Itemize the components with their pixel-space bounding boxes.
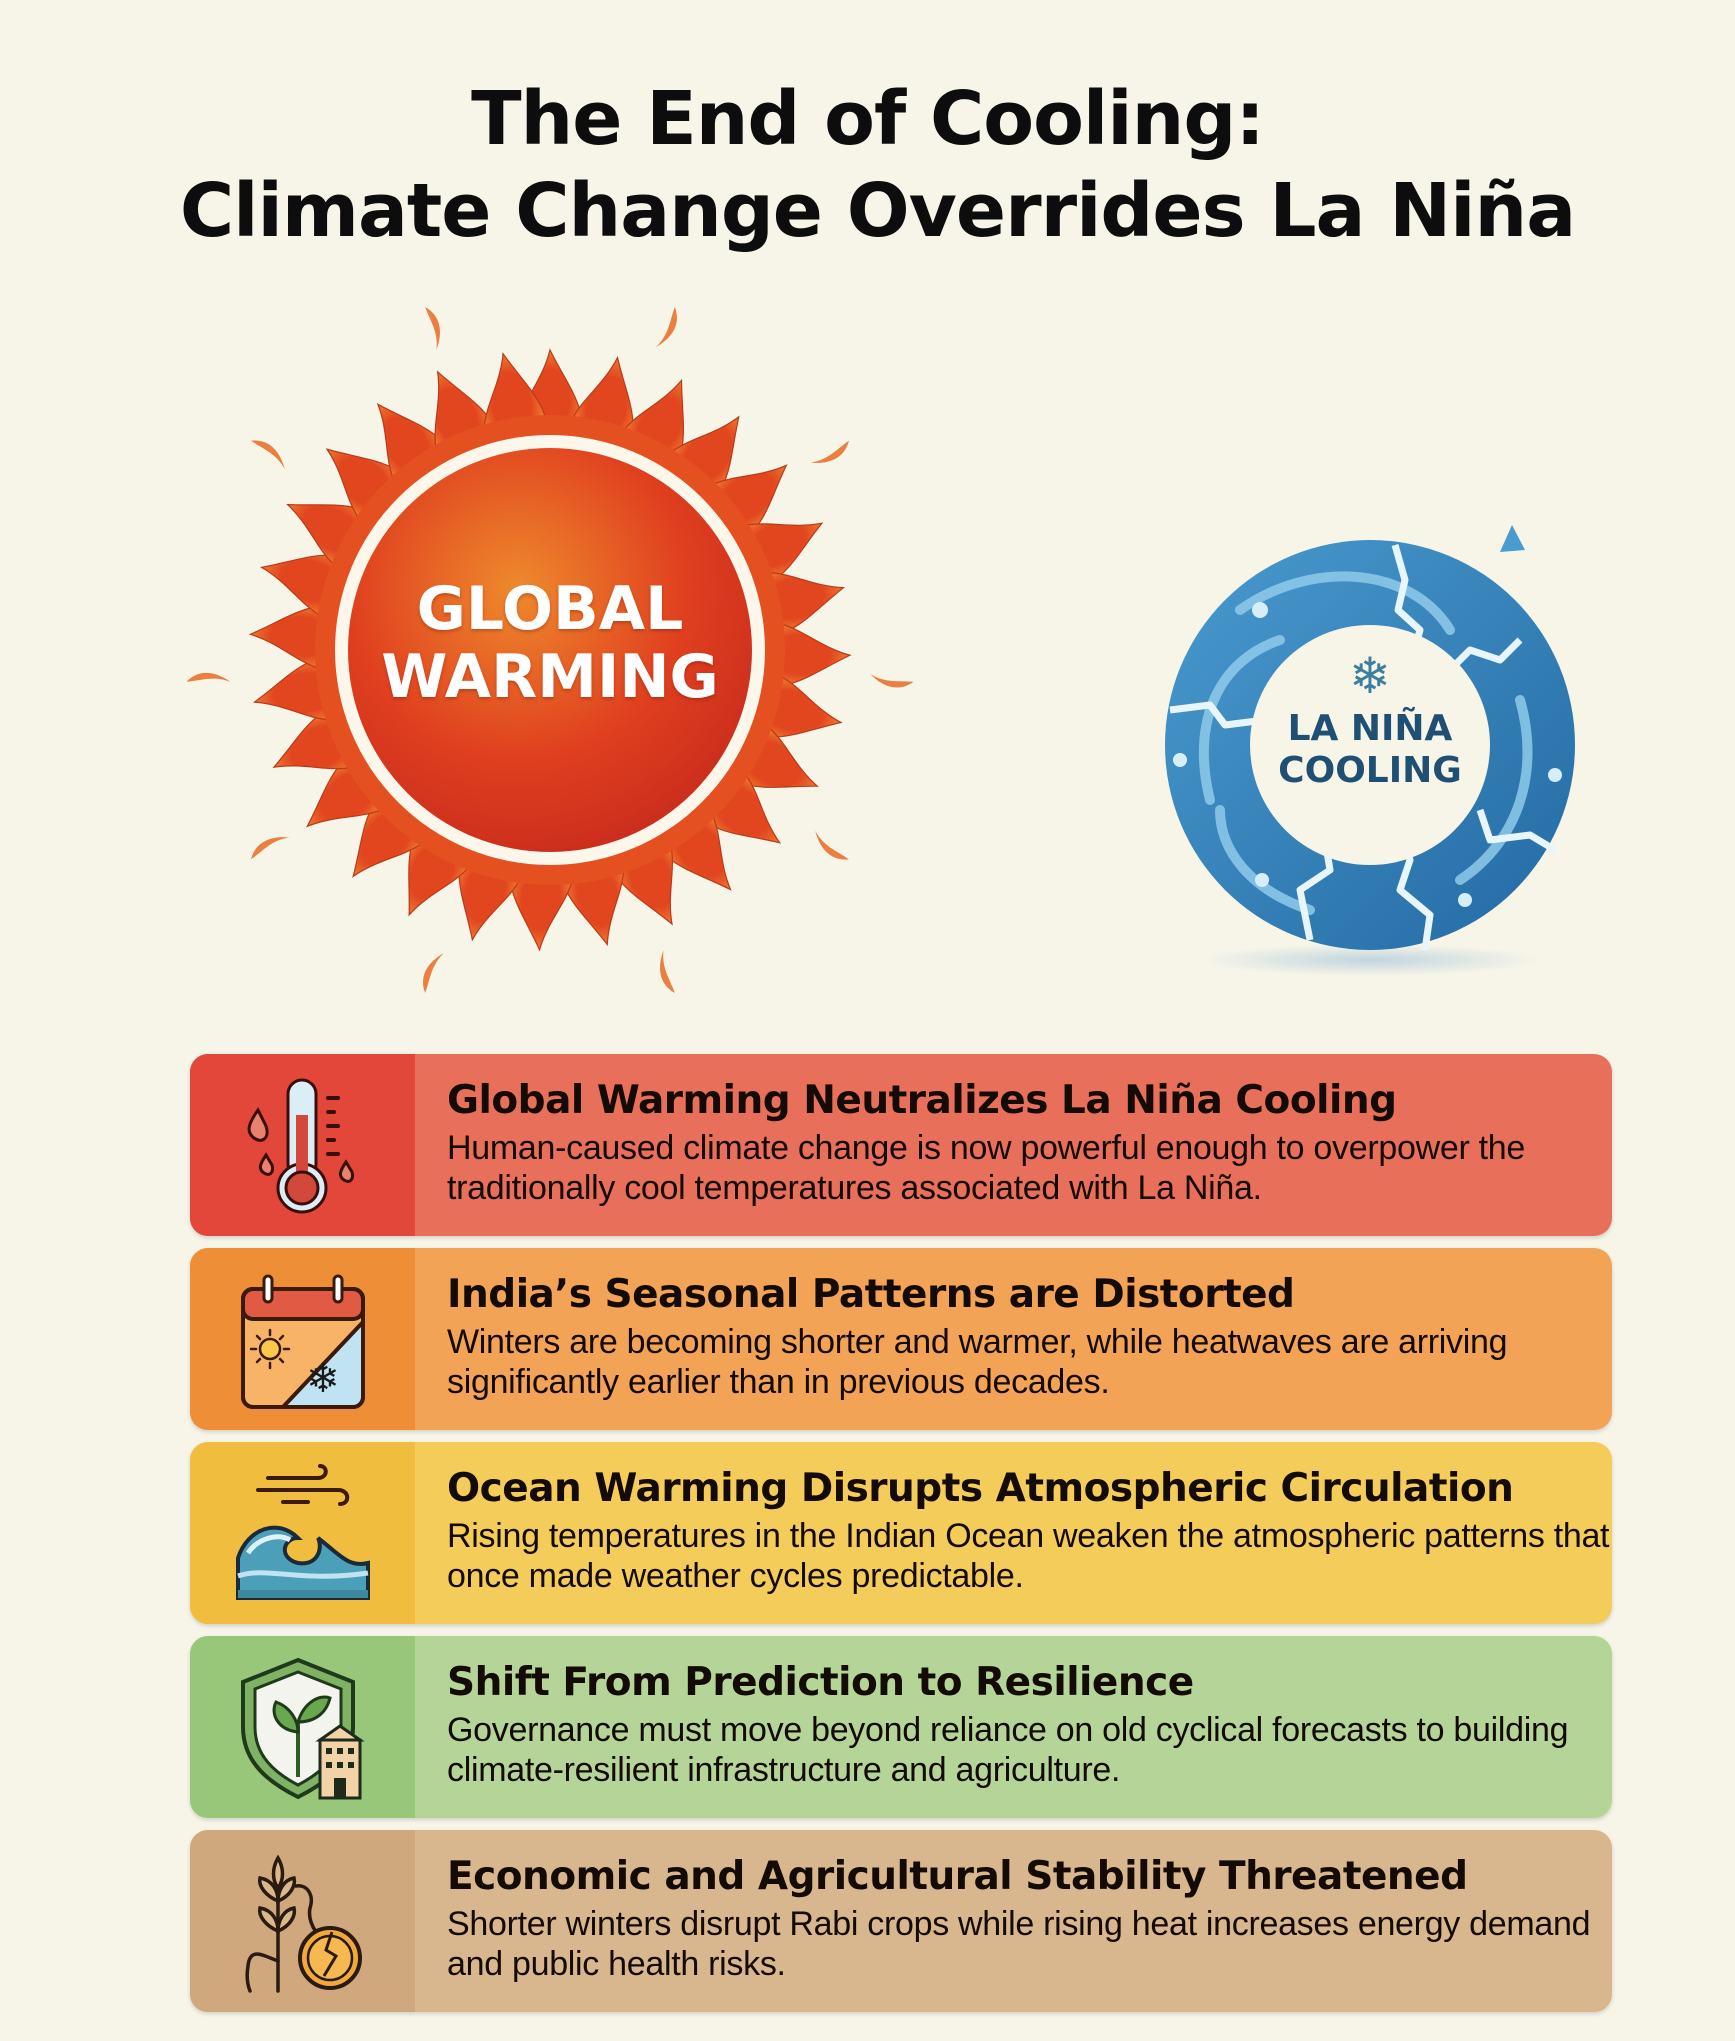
la-nina-label-group: ❄ LA NIÑA COOLING <box>1150 650 1590 792</box>
card-text: Shift From Prediction to Resilience Gove… <box>415 1636 1612 1818</box>
card-body: Rising temperatures in the Indian Ocean … <box>447 1517 1610 1595</box>
card-body: Winters are becoming shorter and warmer,… <box>447 1323 1508 1401</box>
info-card-economic-stability: Economic and Agricultural Stability Thre… <box>190 1830 1612 2012</box>
info-card-global-warming: Global Warming Neutralizes La Niña Cooli… <box>190 1054 1612 1236</box>
global-warming-sun-illustration: GLOBAL WARMING <box>150 280 950 1030</box>
cracked-ice-swirl-icon <box>1165 525 1575 976</box>
card-body: Human-caused climate change is now power… <box>447 1129 1525 1207</box>
wheat-cracked-coin-icon <box>244 1854 362 1993</box>
global-warming-label-line-1: GLOBAL <box>416 574 684 644</box>
card-heading: Ocean Warming Disrupts Atmospheric Circu… <box>447 1466 1514 1511</box>
la-nina-label-line-1: LA NIÑA <box>1287 708 1453 749</box>
info-card-list: Global Warming Neutralizes La Niña Cooli… <box>190 1054 1612 2024</box>
la-nina-cooling-illustration: ❄ LA NIÑA COOLING <box>1150 520 1590 980</box>
calendar-season-icon: ❄ <box>240 1274 365 1409</box>
card-body: Shorter winters disrupt Rabi crops while… <box>447 1905 1591 1983</box>
la-nina-label-line-2: COOLING <box>1278 750 1462 791</box>
card-icon-panel <box>190 1442 415 1624</box>
card-icon-panel <box>190 1636 415 1818</box>
global-warming-label: GLOBAL WARMING <box>150 575 950 711</box>
snowflake-icon: ❄ <box>1349 648 1391 704</box>
page-title: The End of Cooling: Climate Change Overr… <box>0 73 1735 257</box>
card-text: Economic and Agricultural Stability Thre… <box>415 1830 1612 2012</box>
card-text: India’s Seasonal Patterns are Distorted … <box>415 1248 1612 1430</box>
card-heading: Global Warming Neutralizes La Niña Cooli… <box>447 1078 1397 1123</box>
card-heading: India’s Seasonal Patterns are Distorted <box>447 1272 1295 1317</box>
card-heading: Shift From Prediction to Resilience <box>447 1660 1194 1705</box>
info-card-seasonal-patterns: ❄ India’s Seasonal Patterns are Distorte… <box>190 1248 1612 1430</box>
card-icon-panel: ❄ <box>190 1248 415 1430</box>
card-body: Governance must move beyond reliance on … <box>447 1711 1569 1789</box>
title-line-2: Climate Change Overrides La Niña <box>179 168 1576 255</box>
card-icon-panel <box>190 1054 415 1236</box>
ocean-wave-wind-icon <box>235 1464 370 1600</box>
thermometer-icon <box>247 1078 354 1214</box>
card-icon-panel <box>190 1830 415 2012</box>
svg-text:❄: ❄ <box>306 1356 340 1402</box>
global-warming-label-line-2: WARMING <box>381 642 719 712</box>
title-line-1: The End of Cooling: <box>471 76 1265 163</box>
info-card-resilience: Shift From Prediction to Resilience Gove… <box>190 1636 1612 1818</box>
sun-icon <box>186 307 914 993</box>
card-text: Global Warming Neutralizes La Niña Cooli… <box>415 1054 1612 1236</box>
info-card-ocean-warming: Ocean Warming Disrupts Atmospheric Circu… <box>190 1442 1612 1624</box>
card-text: Ocean Warming Disrupts Atmospheric Circu… <box>415 1442 1612 1624</box>
card-heading: Economic and Agricultural Stability Thre… <box>447 1854 1468 1899</box>
shield-plant-building-icon <box>240 1657 365 1800</box>
